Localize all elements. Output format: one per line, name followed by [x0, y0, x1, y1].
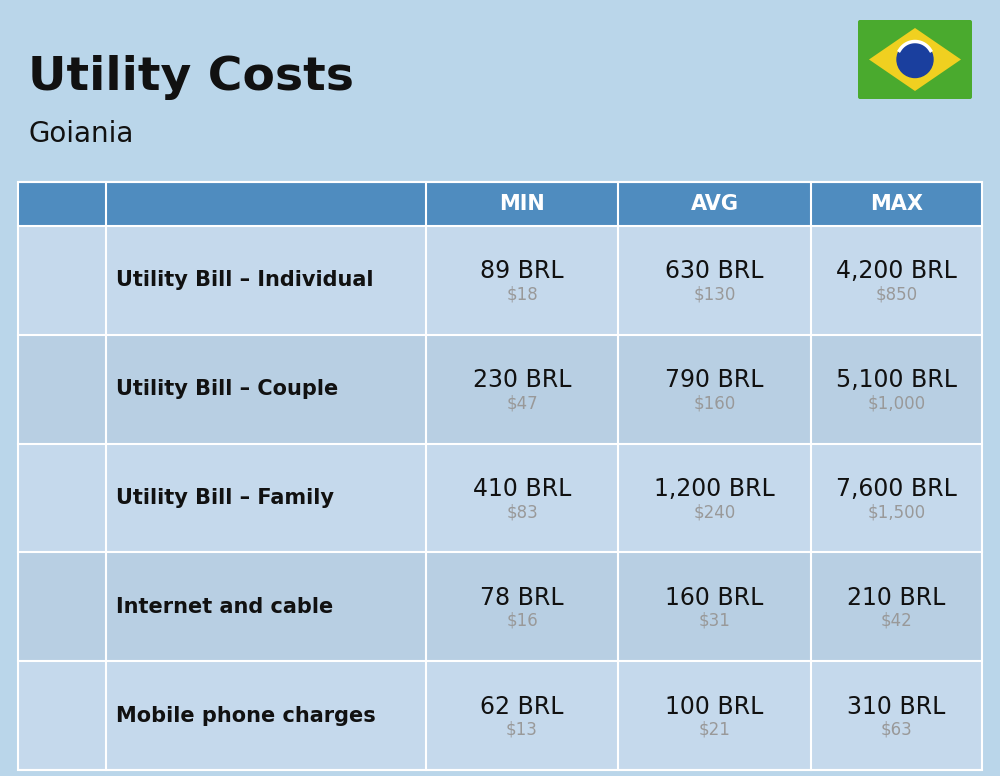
Text: $18: $18: [506, 286, 538, 303]
Text: 5,100 BRL: 5,100 BRL: [836, 368, 957, 392]
FancyBboxPatch shape: [18, 226, 982, 334]
Text: $850: $850: [875, 286, 918, 303]
FancyBboxPatch shape: [18, 182, 982, 226]
Text: 790 BRL: 790 BRL: [665, 368, 764, 392]
Text: $1,000: $1,000: [867, 394, 926, 412]
Text: Internet and cable: Internet and cable: [116, 597, 333, 617]
Text: 89 BRL: 89 BRL: [480, 259, 564, 283]
Text: $63: $63: [881, 721, 912, 739]
Text: $31: $31: [699, 611, 730, 630]
Polygon shape: [869, 28, 961, 91]
Text: 230 BRL: 230 BRL: [473, 368, 571, 392]
FancyBboxPatch shape: [18, 661, 982, 770]
Text: $1,500: $1,500: [867, 503, 926, 521]
Text: $21: $21: [699, 721, 730, 739]
Text: $160: $160: [693, 394, 736, 412]
Text: 630 BRL: 630 BRL: [665, 259, 764, 283]
Text: $240: $240: [693, 503, 736, 521]
Text: MIN: MIN: [499, 194, 545, 214]
Text: AVG: AVG: [690, 194, 738, 214]
Text: Utility Costs: Utility Costs: [28, 55, 354, 100]
Text: $13: $13: [506, 721, 538, 739]
Text: $16: $16: [506, 611, 538, 630]
Text: 310 BRL: 310 BRL: [847, 695, 946, 719]
Text: 100 BRL: 100 BRL: [665, 695, 764, 719]
Text: $130: $130: [693, 286, 736, 303]
Text: Mobile phone charges: Mobile phone charges: [116, 705, 376, 726]
FancyBboxPatch shape: [18, 334, 982, 444]
Text: 1,200 BRL: 1,200 BRL: [654, 477, 775, 501]
FancyBboxPatch shape: [18, 553, 982, 661]
Text: 410 BRL: 410 BRL: [473, 477, 571, 501]
Text: 62 BRL: 62 BRL: [480, 695, 564, 719]
Text: Utility Bill – Individual: Utility Bill – Individual: [116, 270, 374, 290]
Text: $83: $83: [506, 503, 538, 521]
Text: 210 BRL: 210 BRL: [847, 586, 946, 610]
Text: 7,600 BRL: 7,600 BRL: [836, 477, 957, 501]
FancyBboxPatch shape: [858, 20, 972, 99]
Text: Goiania: Goiania: [28, 120, 133, 148]
Text: 78 BRL: 78 BRL: [480, 586, 564, 610]
Text: Utility Bill – Family: Utility Bill – Family: [116, 488, 334, 508]
Circle shape: [897, 41, 933, 78]
Text: MAX: MAX: [870, 194, 923, 214]
Text: Utility Bill – Couple: Utility Bill – Couple: [116, 379, 338, 399]
Text: 160 BRL: 160 BRL: [665, 586, 764, 610]
Text: $42: $42: [881, 611, 912, 630]
FancyBboxPatch shape: [18, 444, 982, 553]
Text: 4,200 BRL: 4,200 BRL: [836, 259, 957, 283]
Text: $47: $47: [506, 394, 538, 412]
